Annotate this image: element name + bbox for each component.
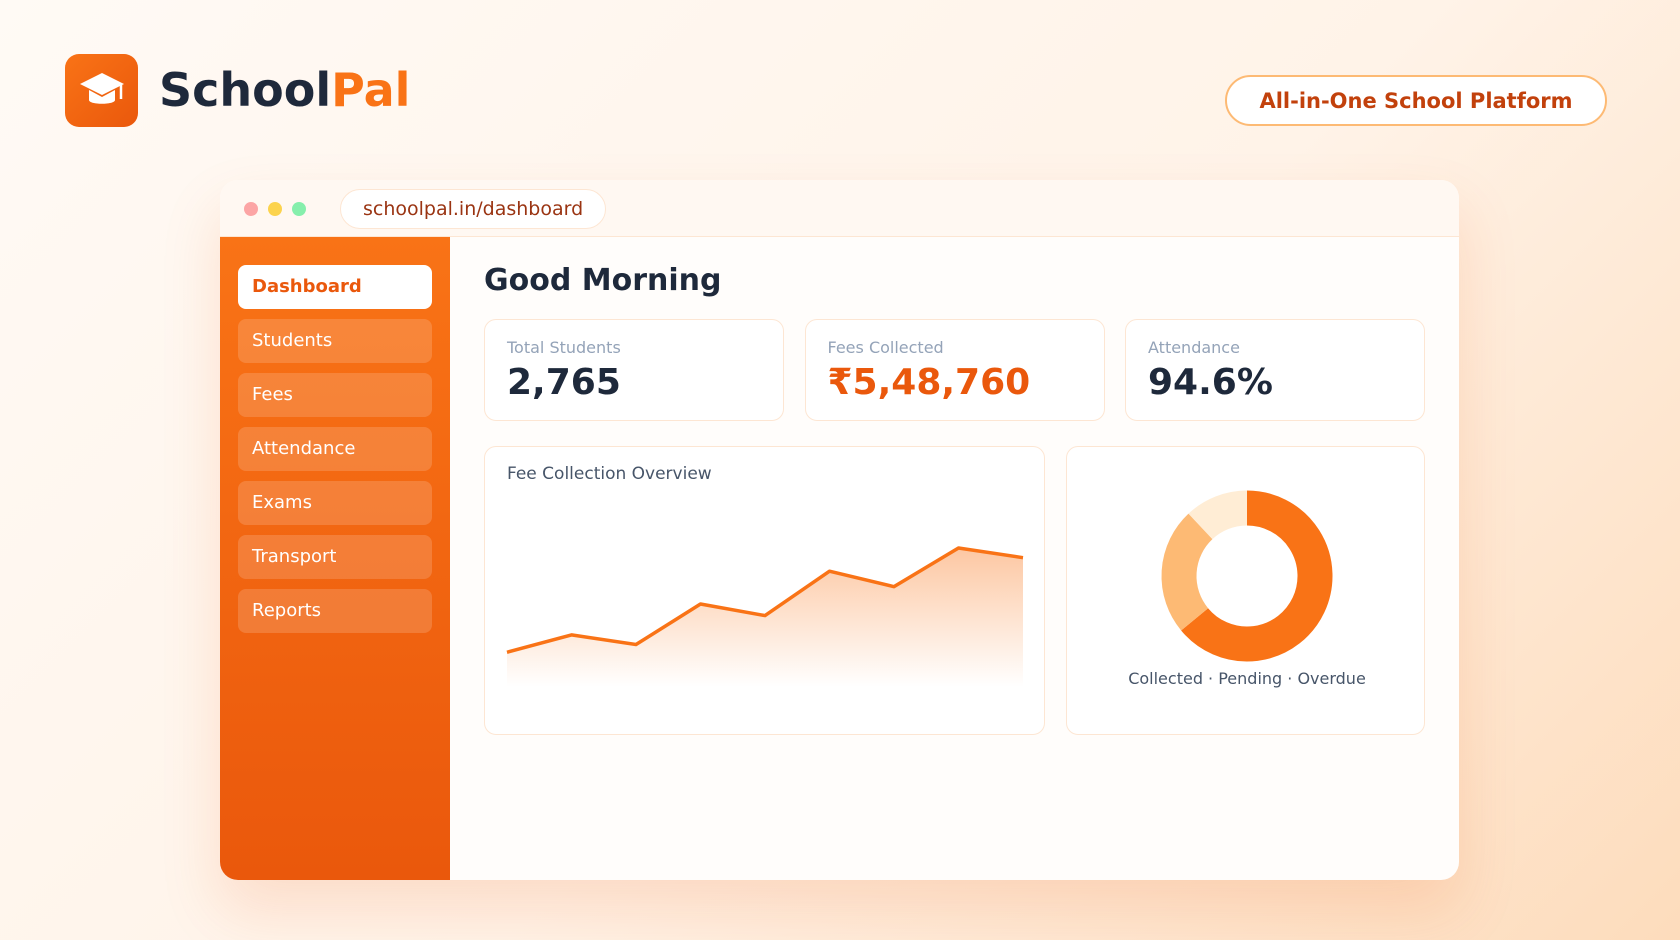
- stat-label: Attendance: [1148, 338, 1240, 357]
- nav-item[interactable]: Students: [238, 319, 432, 363]
- line-chart: Fee Collection Overview: [506, 464, 1024, 687]
- nav-item[interactable]: Fees: [238, 373, 432, 417]
- donut-card: Collected · Pending · Overdue: [1066, 446, 1425, 735]
- badge: All-in-One School Platform: [1225, 75, 1607, 126]
- stat-label: Fees Collected: [827, 338, 944, 357]
- window-dot: [268, 202, 282, 216]
- line-area: [507, 548, 1023, 687]
- line-card: Fee Collection Overview: [484, 446, 1045, 735]
- nav-item[interactable]: Attendance: [238, 427, 432, 471]
- url-bar[interactable]: schoolpal.in/dashboard: [340, 189, 607, 229]
- browser-bar: schoolpal.in/dashboard: [220, 180, 1459, 237]
- nav-item[interactable]: Dashboard: [238, 265, 432, 309]
- stat-card: Total Students 2,765: [484, 319, 784, 421]
- cap-icon: [79, 72, 124, 104]
- sidebar: Dashboard Students Fees Attendance Exams Tran…: [220, 237, 450, 880]
- nav-item[interactable]: Exams: [238, 481, 432, 525]
- stat-value: 94.6%: [1148, 362, 1273, 403]
- stat-card: Attendance 94.6%: [1125, 319, 1425, 421]
- stat-value: ₹5,48,760: [827, 362, 1031, 403]
- window-dot: [292, 202, 306, 216]
- logo-icon: [65, 54, 138, 127]
- nav-item[interactable]: Reports: [238, 589, 432, 633]
- brand-accent: Pal: [331, 63, 411, 117]
- brand: SchoolPal: [159, 58, 410, 122]
- greeting: Good Morning: [484, 263, 722, 298]
- donut-segment: [1188, 490, 1248, 540]
- donut-segment: [1161, 513, 1213, 631]
- chart-title: Fee Collection Overview: [507, 464, 712, 484]
- stat-label: Total Students: [507, 338, 621, 357]
- browser-window: schoolpal.in/dashboard Dashboard Students…: [220, 180, 1459, 880]
- stat-value: 2,765: [507, 362, 621, 403]
- nav-item[interactable]: Transport: [238, 535, 432, 579]
- window-dot: [244, 202, 258, 216]
- stat-card: Fees Collected ₹5,48,760: [804, 319, 1105, 421]
- donut-chart: Collected · Pending · Overdue: [1128, 490, 1366, 688]
- donut-segment: [1181, 490, 1333, 662]
- line: [506, 546, 1024, 654]
- donut-caption: Collected · Pending · Overdue: [1128, 669, 1366, 688]
- brand-dark: School: [159, 63, 332, 117]
